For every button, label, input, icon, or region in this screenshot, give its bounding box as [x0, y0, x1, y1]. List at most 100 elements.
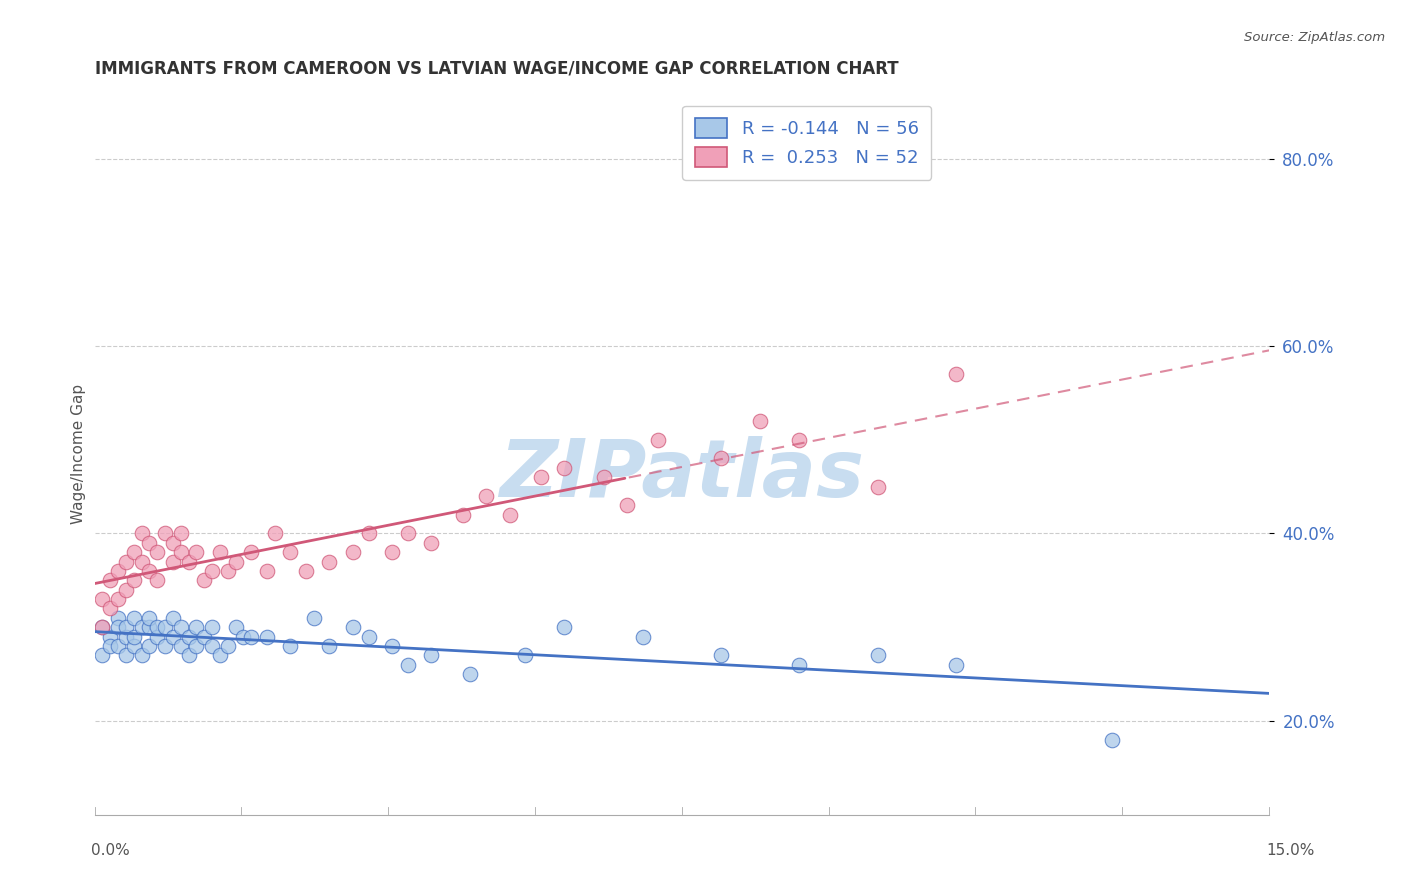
Point [115, 582, 138, 597]
Point [146, 545, 169, 559]
Point [787, 433, 810, 447]
Point [945, 367, 967, 381]
Text: IMMIGRANTS FROM CAMEROON VS LATVIAN WAGE/INCOME GAP CORRELATION CHART: IMMIGRANTS FROM CAMEROON VS LATVIAN WAGE… [94, 60, 898, 78]
Point [318, 555, 340, 569]
Point [302, 611, 325, 625]
Point [107, 620, 129, 634]
Point [177, 630, 200, 644]
Point [138, 536, 160, 550]
Point [240, 630, 263, 644]
Point [460, 667, 482, 681]
Point [146, 620, 169, 634]
Point [498, 508, 520, 522]
Point [201, 620, 224, 634]
Point [381, 545, 404, 559]
Point [256, 564, 278, 578]
Point [357, 630, 380, 644]
Point [225, 555, 247, 569]
Point [170, 526, 193, 541]
Point [866, 648, 889, 663]
Point [295, 564, 318, 578]
Point [91, 620, 114, 634]
Point [263, 526, 285, 541]
Point [162, 611, 184, 625]
Point [91, 592, 114, 607]
Point [616, 499, 638, 513]
Point [98, 639, 121, 653]
Y-axis label: Wage/Income Gap: Wage/Income Gap [72, 384, 86, 524]
Point [201, 639, 224, 653]
Point [342, 620, 364, 634]
Point [193, 630, 215, 644]
Point [122, 630, 145, 644]
Point [107, 564, 129, 578]
Point [357, 526, 380, 541]
Point [553, 461, 575, 475]
Point [153, 526, 176, 541]
Point [240, 545, 263, 559]
Point [146, 574, 169, 588]
Text: Source: ZipAtlas.com: Source: ZipAtlas.com [1244, 31, 1385, 45]
Point [186, 545, 208, 559]
Point [710, 451, 733, 466]
Point [710, 648, 733, 663]
Point [131, 620, 153, 634]
Text: ZIPatlas: ZIPatlas [499, 436, 865, 515]
Point [201, 564, 224, 578]
Point [98, 601, 121, 615]
Point [138, 620, 160, 634]
Point [186, 620, 208, 634]
Point [138, 611, 160, 625]
Point [256, 630, 278, 644]
Point [217, 564, 239, 578]
Point [153, 620, 176, 634]
Point [318, 639, 340, 653]
Point [217, 639, 239, 653]
Point [866, 480, 889, 494]
Point [131, 526, 153, 541]
Point [396, 657, 419, 672]
Point [208, 648, 231, 663]
Point [162, 555, 184, 569]
Point [91, 620, 114, 634]
Point [647, 433, 669, 447]
Point [122, 545, 145, 559]
Point [278, 545, 301, 559]
Point [787, 657, 810, 672]
Point [122, 611, 145, 625]
Point [91, 648, 114, 663]
Point [1101, 732, 1123, 747]
Text: 15.0%: 15.0% [1267, 843, 1315, 858]
Point [131, 648, 153, 663]
Point [146, 630, 169, 644]
Point [170, 639, 193, 653]
Point [186, 639, 208, 653]
Point [107, 611, 129, 625]
Point [115, 630, 138, 644]
Point [177, 648, 200, 663]
Point [138, 639, 160, 653]
Point [420, 648, 443, 663]
Point [553, 620, 575, 634]
Point [98, 574, 121, 588]
Point [631, 630, 654, 644]
Point [122, 574, 145, 588]
Text: 0.0%: 0.0% [91, 843, 131, 858]
Point [232, 630, 254, 644]
Point [98, 630, 121, 644]
Point [515, 648, 537, 663]
Point [170, 620, 193, 634]
Point [278, 639, 301, 653]
Point [451, 508, 474, 522]
Point [193, 574, 215, 588]
Point [162, 536, 184, 550]
Point [115, 555, 138, 569]
Point [107, 639, 129, 653]
Point [342, 545, 364, 559]
Point [475, 489, 498, 503]
Point [107, 592, 129, 607]
Point [945, 657, 967, 672]
Point [592, 470, 614, 484]
Point [131, 555, 153, 569]
Point [138, 564, 160, 578]
